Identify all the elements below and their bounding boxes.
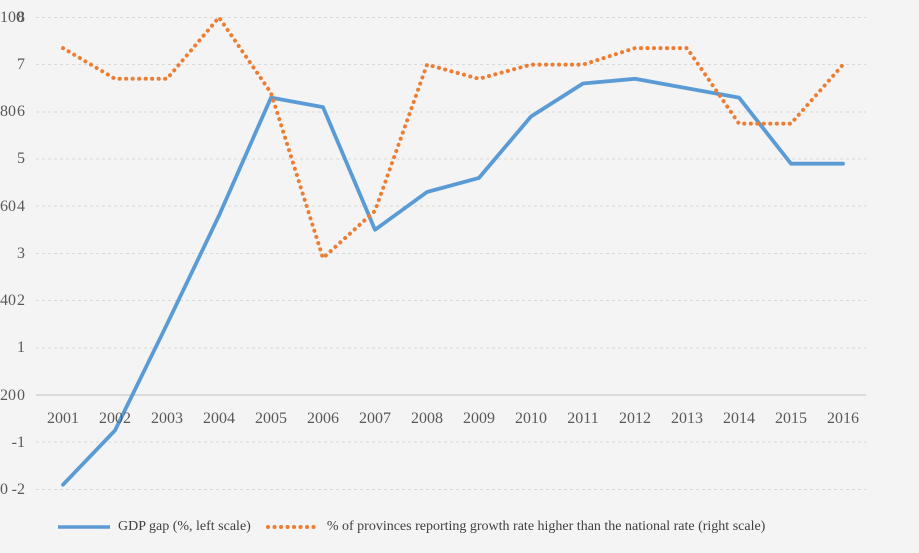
y-left-tick-label: 1: [17, 339, 25, 356]
gdp-gap-series-line: [61, 76, 845, 487]
gdp-gap-legend-label: GDP gap (%, left scale): [118, 519, 251, 534]
y-left-tick-label: -2: [11, 481, 25, 498]
y-right-tick-label: 0: [0, 481, 8, 498]
y-left-tick-label: -1: [11, 434, 25, 451]
dotted-line-icon: [265, 525, 320, 529]
chart-legend: GDP gap (%, left scale) % of provinces r…: [57, 516, 765, 538]
gdp-gap-legend-swatch: [57, 523, 111, 531]
x-tick-label: 2001: [47, 410, 79, 427]
x-tick-label: 2004: [203, 410, 235, 427]
y-left-tick-label: 4: [17, 198, 25, 215]
x-tick-label: 2012: [619, 410, 651, 427]
x-tick-label: 2006: [307, 410, 339, 427]
y-left-tick-label: 8: [17, 9, 25, 26]
y-right-tick-label: 60: [0, 198, 16, 215]
y-right-tick-label: 80: [0, 103, 16, 120]
x-tick-label: 2016: [827, 410, 859, 427]
x-tick-label: 2014: [723, 410, 755, 427]
provinces-share-legend-label: % of provinces reporting growth rate hig…: [326, 519, 766, 534]
x-tick-label: 2003: [151, 410, 183, 427]
x-tick-label: 2002: [99, 410, 131, 427]
x-tick-label: 2008: [411, 410, 443, 427]
y-left-tick-label: 6: [17, 103, 25, 120]
y-left-tick-label: 0: [17, 387, 25, 404]
y-left-tick-label: 3: [17, 245, 25, 262]
x-tick-label: 2005: [255, 410, 287, 427]
y-left-tick-label: 5: [17, 150, 25, 167]
x-tick-label: 2009: [463, 410, 495, 427]
x-tick-label: 2013: [671, 410, 703, 427]
x-tick-label: 2007: [359, 410, 391, 427]
y-right-tick-label: 40: [0, 292, 16, 309]
y-left-tick-label: 7: [17, 56, 25, 73]
x-tick-label: 2015: [775, 410, 807, 427]
x-tick-label: 2010: [515, 410, 547, 427]
y-right-tick-label: 20: [0, 387, 16, 404]
solid-line-icon: [58, 525, 110, 529]
x-tick-label: 2011: [567, 410, 599, 427]
provinces-share-series-line: [61, 14, 845, 262]
y-right-tick-label: 100: [0, 9, 24, 26]
provinces-share-legend-swatch: [265, 523, 320, 531]
y-left-tick-label: 2: [17, 292, 25, 309]
